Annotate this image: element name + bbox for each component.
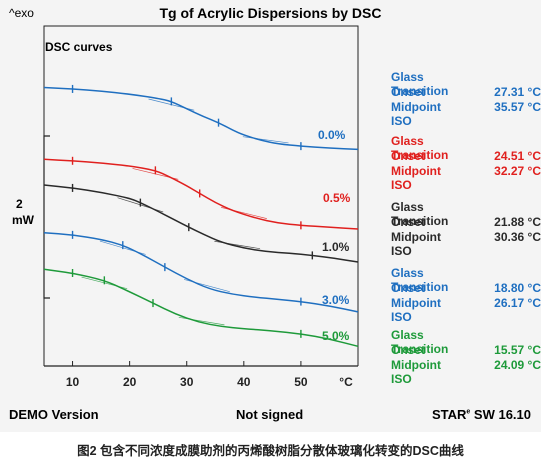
annotation-2-midpoint-value: 30.36 °C <box>494 230 541 244</box>
scale-bar-unit: mW <box>12 213 34 227</box>
annotation-3-midpoint-label: Midpoint ISO <box>391 296 441 324</box>
annotation-2-onset-value: 21.88 °C <box>494 215 541 229</box>
annotation-3-onset-value: 18.80 °C <box>494 281 541 295</box>
series-2-tangent-1 <box>214 240 261 250</box>
series-line-4 <box>43 268 359 348</box>
annotation-1-onset-value: 24.51 °C <box>494 149 541 163</box>
annotation-1-title: Glass Transition <box>391 134 449 162</box>
annotation-4-title: Glass Transition <box>391 328 449 356</box>
annotation-4-onset-label: Onset <box>391 343 426 357</box>
annotation-0-onset-label: Onset <box>391 85 426 99</box>
footer-demo-version: DEMO Version <box>9 407 99 422</box>
series-label-3: 3.0% <box>322 293 350 307</box>
annotation-3-midpoint-value: 26.17 °C <box>494 296 541 310</box>
annotation-4-onset-value: 15.57 °C <box>494 343 541 357</box>
x-tick-label: 10 <box>66 375 80 389</box>
annotation-2-title: Glass Transition <box>391 200 449 228</box>
series-label-4: 5.0% <box>322 329 350 343</box>
series-0-tangent-1 <box>242 136 289 144</box>
annotation-0-title: Glass Transition <box>391 70 449 98</box>
series-3-tangent-1 <box>184 279 230 293</box>
annotation-3-onset-label: Onset <box>391 281 426 295</box>
plot-frame <box>43 25 359 366</box>
figure-caption: 图2 包含不同浓度成膜助剂的丙烯酸树脂分散体玻璃化转变的DSC曲线 <box>77 444 464 458</box>
footer-signature-status: Not signed <box>236 407 304 422</box>
scale-bar <box>43 135 50 299</box>
annotation-1-onset-label: Onset <box>391 149 426 163</box>
x-tick-label: 30 <box>180 375 194 389</box>
series-label-2: 1.0% <box>322 240 350 254</box>
series-line-3 <box>43 231 359 313</box>
star-mark: e <box>466 408 471 416</box>
series-line-1 <box>43 158 359 230</box>
scale-bar-value: 2 <box>16 197 23 211</box>
star-brand: STAR <box>431 407 467 422</box>
series-label-0: 0.0% <box>318 128 346 142</box>
panel-label: DSC curves <box>45 40 113 54</box>
exo-axis-label: ^exo <box>9 6 34 20</box>
chart-title: Tg of Acrylic Dispersions by DSC <box>159 5 382 21</box>
annotation-2-onset-label: Onset <box>391 215 426 229</box>
annotation-2-midpoint-label: Midpoint ISO <box>391 230 441 258</box>
annotation-1-midpoint-label: Midpoint ISO <box>391 164 441 192</box>
x-tick-label: 40 <box>237 375 251 389</box>
series-1-tangent-1 <box>221 207 267 219</box>
annotation-1-midpoint-value: 32.27 °C <box>494 164 541 178</box>
series-4-tangent-1 <box>178 316 225 326</box>
annotation-0-midpoint-value: 35.57 °C <box>494 100 541 114</box>
x-tick-label: 50 <box>294 375 308 389</box>
footer-software-version: STARe SW 16.10 <box>432 407 531 422</box>
series-line-2 <box>43 184 359 263</box>
dsc-report-frame: ^exo Tg of Acrylic Dispersions by DSC 10… <box>0 0 541 432</box>
annotation-3-title: Glass Transition <box>391 266 449 294</box>
series-label-1: 0.5% <box>323 191 351 205</box>
annotation-0-onset-value: 27.31 °C <box>494 85 541 99</box>
annotation-0-midpoint-label: Midpoint ISO <box>391 100 441 128</box>
x-tick-label: 20 <box>123 375 137 389</box>
x-axis-unit: °C <box>339 375 353 389</box>
annotation-4-midpoint-label: Midpoint ISO <box>391 358 441 386</box>
software-version: SW 16.10 <box>473 407 531 422</box>
annotation-4-midpoint-value: 24.09 °C <box>494 358 541 372</box>
dsc-chart: 10 20 30 40 50 °C <box>43 25 359 389</box>
series-line-0 <box>43 86 359 151</box>
